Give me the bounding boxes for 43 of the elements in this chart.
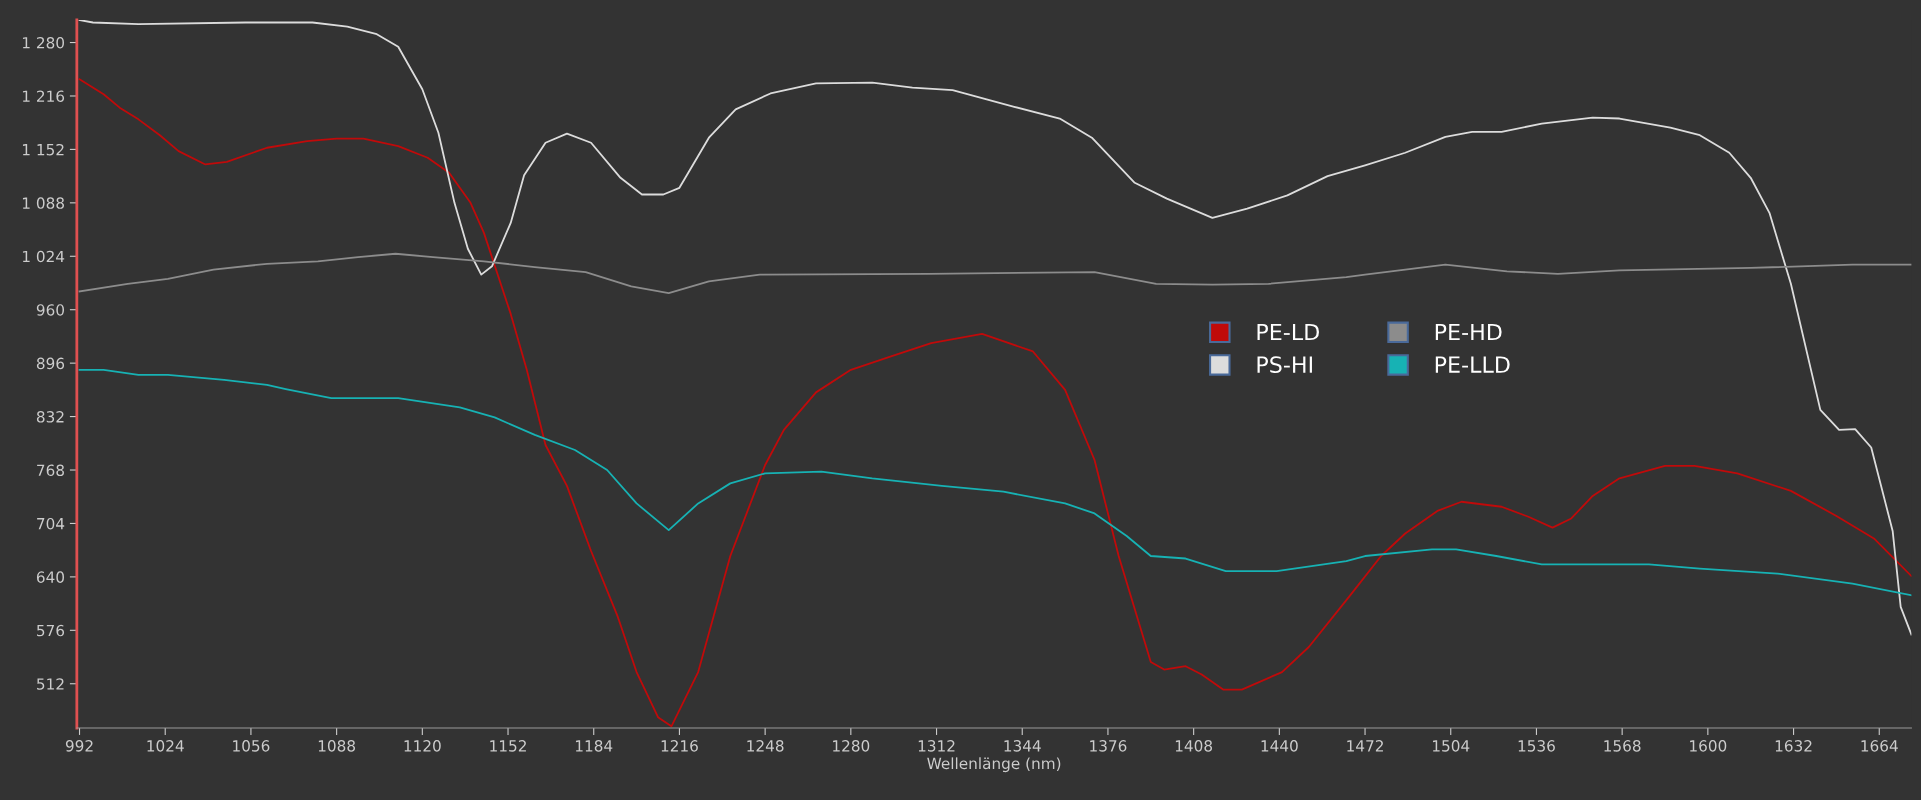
x-tick-label: 1184 — [575, 740, 613, 752]
x-tick-label: 1568 — [1604, 740, 1641, 752]
x-tick-label: 992 — [65, 740, 93, 752]
x-tick-label: 1056 — [233, 740, 270, 752]
y-tick-label: 896 — [36, 357, 65, 370]
legend-label: PE-LD — [1257, 323, 1319, 341]
x-tick-label: 1376 — [1090, 740, 1127, 752]
x-tick-label: 1536 — [1518, 740, 1555, 752]
y-tick-label: 640 — [36, 571, 65, 583]
x-axis-title: Wellenlänge (nm) — [927, 757, 1061, 773]
y-tick-label: 1 152 — [22, 143, 64, 156]
y-tick-label: 960 — [36, 304, 65, 316]
y-tick-label: 832 — [36, 411, 64, 423]
x-tick-label: 1152 — [490, 740, 526, 752]
legend-label: PE-HD — [1435, 323, 1502, 341]
x-tick-label: 1216 — [661, 740, 698, 752]
y-tick-label: 512 — [37, 678, 64, 690]
x-tick-label: 1024 — [147, 740, 184, 752]
legend-label: PE-LLD — [1435, 356, 1510, 373]
x-tick-label: 1344 — [1004, 740, 1041, 752]
x-tick-label: 1408 — [1175, 740, 1213, 752]
x-tick-label: 1120 — [404, 740, 441, 752]
line-series — [78, 78, 1912, 728]
x-tick-label: 1504 — [1432, 740, 1470, 752]
y-tick-label: 576 — [37, 624, 65, 637]
x-tick-label: 1600 — [1690, 740, 1727, 752]
x-tick-label: 1472 — [1347, 740, 1383, 752]
x-tick-label: 1632 — [1775, 740, 1812, 752]
x-tick-label: 1440 — [1261, 740, 1298, 752]
y-tick-label: 1 216 — [22, 90, 65, 102]
legend-label: PS-HI — [1257, 356, 1312, 374]
line-series — [78, 20, 1912, 636]
y-tick-label: 704 — [37, 517, 65, 530]
x-tick-label: 1664 — [1861, 740, 1898, 752]
x-tick-label: 1248 — [747, 740, 784, 752]
y-tick-label: 768 — [37, 464, 64, 477]
line-series — [78, 252, 1912, 294]
x-tick-label: 1312 — [918, 740, 955, 752]
y-tick-label: 1 024 — [22, 250, 65, 263]
y-tick-label: 1 088 — [22, 197, 64, 209]
x-tick-label: 1088 — [318, 740, 356, 752]
y-tick-label: 1 280 — [22, 37, 65, 49]
x-tick-label: 1280 — [833, 740, 870, 752]
